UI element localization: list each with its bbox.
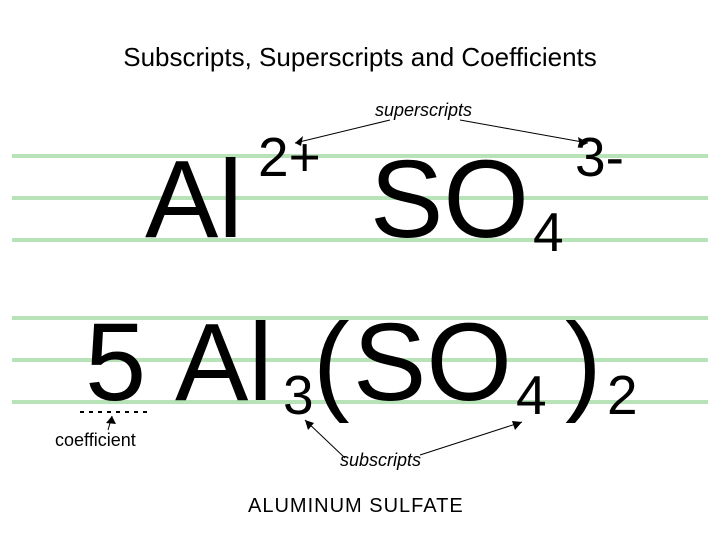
arrow-to-sub-4 — [0, 0, 1, 1]
compound-name: ALUMINUM SULFATE — [248, 495, 464, 518]
